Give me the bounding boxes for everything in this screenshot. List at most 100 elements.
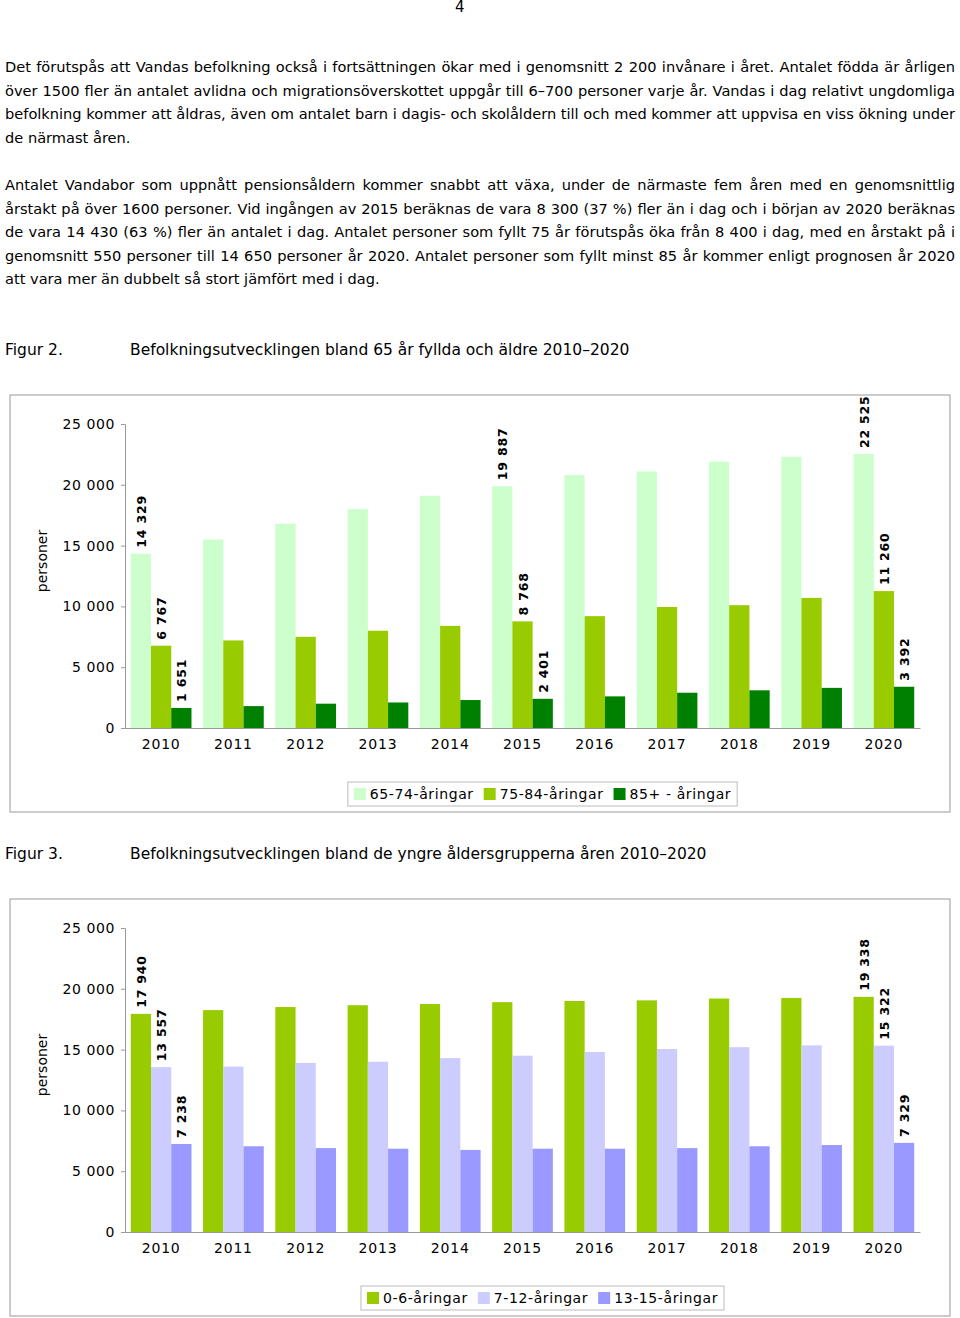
x-tick: 2019	[792, 1240, 831, 1256]
legend-item: 13-15-åringar	[598, 1290, 718, 1306]
legend-frame	[348, 782, 737, 806]
x-tick-label: 2016	[575, 736, 614, 752]
y-tick: 0	[105, 1224, 125, 1240]
legend-label: 13-15-åringar	[614, 1290, 718, 1306]
y-tick-mark	[121, 606, 125, 607]
y-tick-mark	[121, 1050, 125, 1051]
bar	[492, 1002, 512, 1232]
bar	[801, 598, 821, 728]
bar	[709, 999, 729, 1232]
bar	[151, 1067, 171, 1232]
bar	[801, 1045, 821, 1232]
x-tick-label: 2019	[792, 736, 831, 752]
legend-swatch	[478, 1292, 490, 1304]
data-label: 13 557	[154, 1009, 169, 1062]
page-number: 4	[455, 0, 465, 16]
x-tick: 2015	[503, 1240, 542, 1256]
x-tick: 2018	[720, 1240, 759, 1256]
figure-caption: Befolkningsutvecklingen bland 65 år fyll…	[130, 341, 629, 359]
bars	[131, 454, 914, 728]
bar	[637, 471, 657, 728]
x-tick-label: 2020	[864, 736, 903, 752]
chart-frame	[10, 395, 950, 812]
y-tick-mark	[121, 728, 125, 729]
bar	[781, 998, 801, 1232]
y-tick-label: 5 000	[72, 1163, 115, 1179]
y-tick-mark	[121, 667, 125, 668]
bar	[512, 621, 532, 728]
data-label: 2 401	[536, 650, 551, 693]
x-tick-label: 2017	[648, 736, 687, 752]
y-tick-mark	[121, 485, 125, 486]
legend-item: 65-74-åringar	[354, 786, 474, 802]
legend: 65-74-åringar75-84-åringar85+ - åringar	[348, 782, 737, 806]
bar	[749, 1146, 769, 1232]
data-label: 19 887	[495, 428, 510, 481]
bar	[420, 1004, 440, 1232]
y-tick: 20 000	[62, 981, 125, 997]
legend-swatch	[614, 788, 626, 800]
y-axis-line	[121, 929, 126, 1233]
x-tick: 2020	[864, 736, 903, 752]
x-tick-label: 2012	[286, 1240, 325, 1256]
y-tick-label: 20 000	[62, 981, 115, 997]
y-axis: 05 00010 00015 00020 00025 000	[62, 920, 125, 1240]
x-tick-label: 2015	[503, 1240, 542, 1256]
legend-swatch	[354, 788, 366, 800]
data-label: 7 238	[174, 1095, 189, 1138]
bar	[677, 693, 697, 728]
x-tick-label: 2011	[214, 736, 253, 752]
legend-swatch	[598, 1292, 610, 1304]
y-tick-mark	[121, 928, 125, 929]
y-tick: 0	[105, 720, 125, 736]
bar	[605, 696, 625, 728]
x-tick-label: 2014	[431, 736, 470, 752]
bar	[874, 591, 894, 728]
bar	[440, 626, 460, 728]
paragraph: Det förutspås att Vandas befolkning ocks…	[5, 55, 955, 149]
y-tick-mark	[121, 1232, 125, 1233]
y-tick: 15 000	[62, 538, 125, 554]
x-tick-label: 2011	[214, 1240, 253, 1256]
bar	[894, 1143, 914, 1232]
bar	[348, 1005, 368, 1232]
data-label: 19 338	[857, 938, 872, 991]
x-tick: 2010	[142, 1240, 181, 1256]
bar	[244, 1146, 264, 1232]
data-label: 3 392	[897, 638, 912, 681]
data-label: 15 322	[877, 987, 892, 1040]
x-axis: 2010201120122013201420152016201720182019…	[126, 1233, 921, 1257]
x-axis-line	[126, 728, 921, 729]
x-tick: 2013	[359, 736, 398, 752]
legend-item: 85+ - åringar	[614, 786, 732, 802]
y-axis: 05 00010 00015 00020 00025 000	[62, 416, 125, 736]
x-tick: 2016	[575, 1240, 614, 1256]
chart: 05 00010 00015 00020 00025 0002010201120…	[10, 395, 950, 812]
x-axis: 2010201120122013201420152016201720182019…	[126, 729, 921, 753]
y-tick-label: 15 000	[62, 538, 115, 554]
y-tick-label: 25 000	[62, 416, 115, 432]
x-tick-label: 2015	[503, 736, 542, 752]
x-tick-label: 2013	[359, 736, 398, 752]
bar	[316, 704, 336, 728]
y-tick: 10 000	[62, 598, 125, 614]
x-tick-label: 2013	[359, 1240, 398, 1256]
bar	[131, 1014, 151, 1232]
bar	[585, 616, 605, 728]
bar	[492, 486, 512, 728]
bar	[822, 1145, 842, 1232]
data-labels: 14 32919 88722 5256 7678 76811 2601 6512…	[134, 395, 912, 701]
figure-label: Figur 3.	[5, 845, 63, 863]
bar	[854, 997, 874, 1232]
bar	[275, 1007, 295, 1232]
data-label: 6 767	[154, 597, 169, 640]
data-label: 8 768	[516, 572, 531, 615]
y-tick: 15 000	[62, 1042, 125, 1058]
x-tick: 2017	[648, 736, 687, 752]
x-tick: 2011	[214, 736, 253, 752]
paragraph: Antalet Vandabor som uppnått pensionsåld…	[5, 173, 955, 291]
y-tick-label: 25 000	[62, 920, 115, 936]
data-label: 22 525	[857, 395, 872, 448]
x-tick: 2013	[359, 1240, 398, 1256]
bar	[368, 631, 388, 728]
